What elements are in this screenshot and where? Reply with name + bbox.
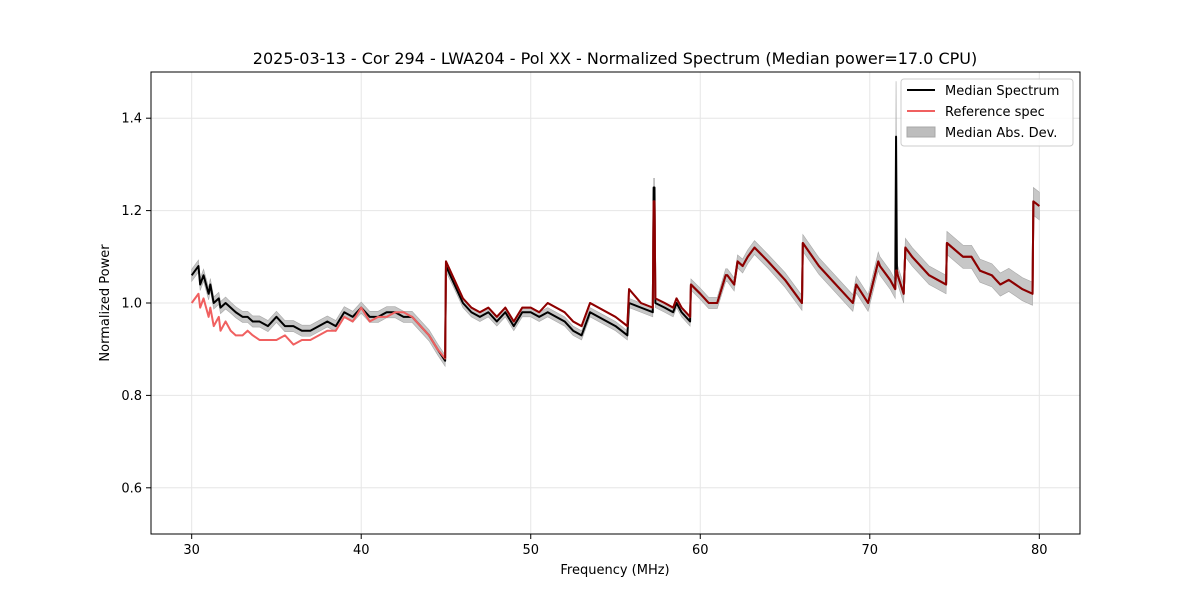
plot-area [190,81,1040,368]
chart-title: 2025-03-13 - Cor 294 - LWA204 - Pol XX -… [253,49,977,68]
overlap-line [444,200,1040,359]
y-tick-label: 1.0 [121,297,142,312]
y-tick-label: 1.2 [121,204,142,219]
median-spectrum-line [190,135,1040,362]
legend-box [900,78,1074,147]
legend-mad-swatch [906,126,936,138]
x-axis-title: Frequency (MHz) [560,563,669,578]
y-tick-label: 1.4 [121,112,142,127]
x-tick-label: 30 [183,543,200,558]
y-tick-label: 0.6 [121,481,142,496]
y-axis-title: Normalized Power [98,244,113,362]
x-tick-label: 80 [1031,543,1048,558]
x-axis: 30 40 50 60 70 80 [183,534,1048,558]
legend: Median Spectrum Reference spec Median Ab… [900,78,1074,147]
legend-reference-label: Reference spec [945,105,1045,120]
x-tick-label: 60 [692,543,709,558]
x-tick-label: 40 [353,543,370,558]
legend-median-label: Median Spectrum [945,84,1059,99]
x-tick-label: 50 [522,543,539,558]
y-tick-label: 0.8 [121,389,142,404]
legend-mad-label: Median Abs. Dev. [945,126,1057,141]
y-axis: 0.6 0.8 1.0 1.2 1.4 [121,112,151,496]
x-tick-label: 70 [862,543,879,558]
